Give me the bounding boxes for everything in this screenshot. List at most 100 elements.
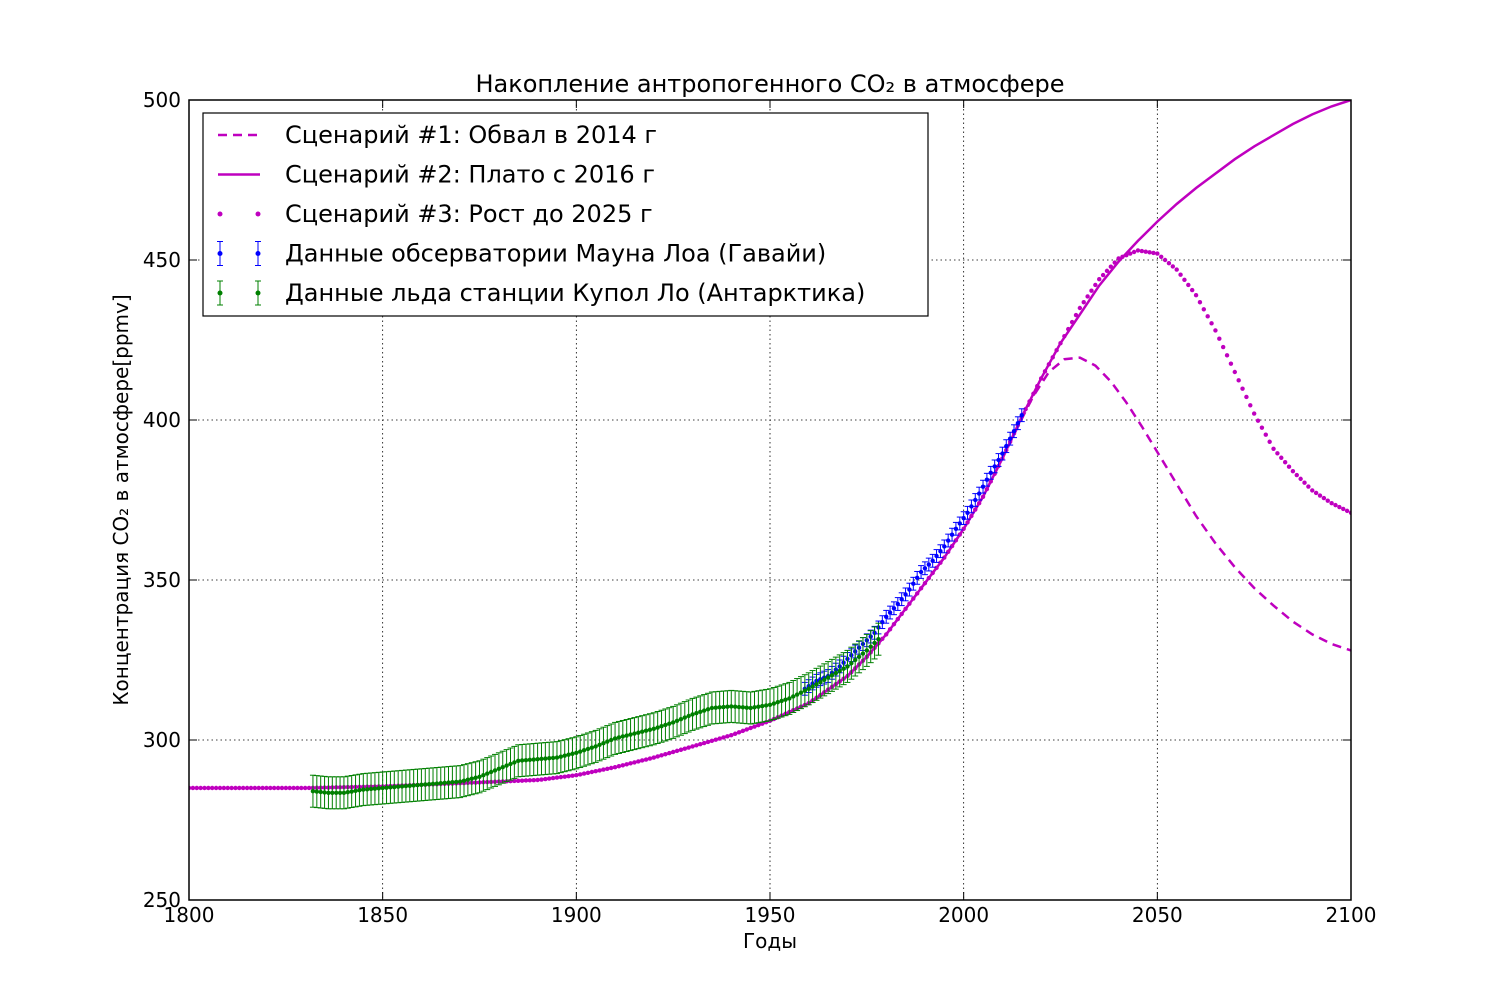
scenario-3-point [260, 785, 265, 791]
ice-core-point [574, 750, 579, 755]
scenario-3-point [744, 727, 749, 732]
scenario-3-point [988, 479, 993, 484]
ice-core-point [361, 787, 366, 792]
scenario-3-point [213, 785, 219, 791]
ice-core-point [853, 657, 858, 663]
scenario-3-point [1271, 446, 1276, 451]
scenario-3-point [942, 555, 947, 560]
ice-core-point [461, 778, 467, 783]
ice-core-point [357, 788, 362, 793]
legend: Сценарий #1: Обвал в 2014 г Сценарий #2: … [202, 112, 929, 317]
scenario-3-point [1294, 472, 1299, 478]
scenario-3-point [729, 733, 734, 738]
ice-core-point [616, 735, 622, 740]
scenario-3-point [1050, 355, 1055, 360]
ice-core-point [686, 713, 691, 719]
mauna-loa-point [965, 510, 970, 515]
scenario-3-point [593, 769, 598, 774]
y-tick-label: 500 [143, 88, 181, 112]
ice-core-point [732, 704, 738, 709]
scenario-3-point [895, 616, 901, 622]
ice-core-point [701, 708, 707, 713]
ice-core-point [508, 761, 513, 767]
scenario-3-point [1031, 391, 1036, 396]
ice-core-point [624, 733, 629, 738]
scenario-3-point [938, 560, 943, 565]
ice-core-point [798, 690, 804, 695]
scenario-3-point [1104, 268, 1110, 274]
scenario-3-point [295, 785, 300, 791]
ice-core-point [578, 749, 583, 754]
mauna-loa-point [976, 491, 982, 496]
ice-core-point [543, 756, 548, 761]
ice-core-point [593, 744, 598, 749]
y-axis-label: Концентрация CO₂ в атмосфере[ppmv] [109, 294, 133, 705]
scenario-3-point [639, 758, 645, 763]
scenario-3-point [237, 785, 242, 791]
scenario-3-point [1240, 386, 1245, 391]
scenario-3-point [272, 785, 277, 791]
ice-core-point [674, 718, 680, 723]
ice-core-point [655, 725, 660, 730]
ice-core-point [806, 686, 811, 691]
scenario-3-point [1306, 484, 1311, 489]
scenario-3-point [1205, 314, 1210, 319]
ice-core-point [876, 637, 881, 642]
ice-core-point [771, 701, 777, 706]
scenario-3-point [899, 611, 904, 617]
ice-core-point [729, 704, 734, 709]
legend-dot-swatch [255, 211, 261, 217]
legend-label: Сценарий #2: Плато с 2016 г [285, 161, 655, 189]
scenario-3-point [256, 785, 261, 791]
ice-core-point [488, 769, 494, 775]
ice-core-point [512, 760, 517, 765]
scenario-3-point [1236, 378, 1241, 383]
ice-core-point [310, 789, 316, 794]
scenario-3-point [1155, 251, 1160, 256]
scenario-3-point [558, 774, 564, 780]
ice-core-point [496, 766, 502, 771]
scenario-3-point [547, 776, 552, 781]
scenario-3-point [740, 728, 746, 734]
ice-core-point [388, 785, 393, 790]
scenario-3-point [275, 785, 281, 791]
mauna-loa-point [984, 477, 990, 482]
scenario-3-point [198, 785, 203, 791]
ice-core-point [326, 790, 331, 795]
scenario-3-point [1325, 498, 1330, 503]
legend-label: Данные льда станции Купол Ло (Антарктика… [285, 279, 865, 307]
ice-core-point [426, 781, 432, 787]
scenario-3-point [1139, 248, 1145, 254]
scenario-3-point [632, 760, 637, 765]
x-tick-label: 1850 [357, 903, 408, 927]
scenario-3-point [539, 777, 544, 782]
scenario-3-point [562, 774, 567, 779]
legend-entry-1: Сценарий #1: Обвал в 2014 г [218, 121, 657, 149]
scenario-3-point [670, 749, 676, 755]
ice-core-point [411, 783, 416, 788]
scenario-3-point [1279, 455, 1284, 460]
scenario-3-point [655, 754, 660, 759]
ice-core-point [748, 705, 753, 711]
scenario-3-point [1038, 376, 1044, 381]
mauna-loa-point [922, 566, 928, 571]
ice-core-point [442, 780, 447, 786]
ice-core-point [760, 703, 765, 709]
scenario-3-point [682, 746, 687, 751]
scenario-3-point [980, 494, 986, 499]
scenario-3-point [1085, 294, 1090, 299]
scenario-3-point [709, 738, 715, 743]
scenario-3-point [1186, 282, 1191, 288]
scenario-3-point [1042, 369, 1048, 374]
scenario-3-point [1174, 267, 1179, 272]
scenario-3-point [922, 581, 928, 586]
scenario-3-point [1290, 469, 1296, 474]
ice-core-point [519, 758, 525, 763]
scenario-3-point [306, 785, 312, 791]
ice-core-point [825, 675, 831, 680]
scenario-3-point [953, 538, 959, 543]
ice-core-point [636, 730, 641, 735]
scenario-3-point [516, 778, 521, 783]
ice-core-point [690, 712, 695, 717]
scenario-3-point [1341, 506, 1346, 512]
